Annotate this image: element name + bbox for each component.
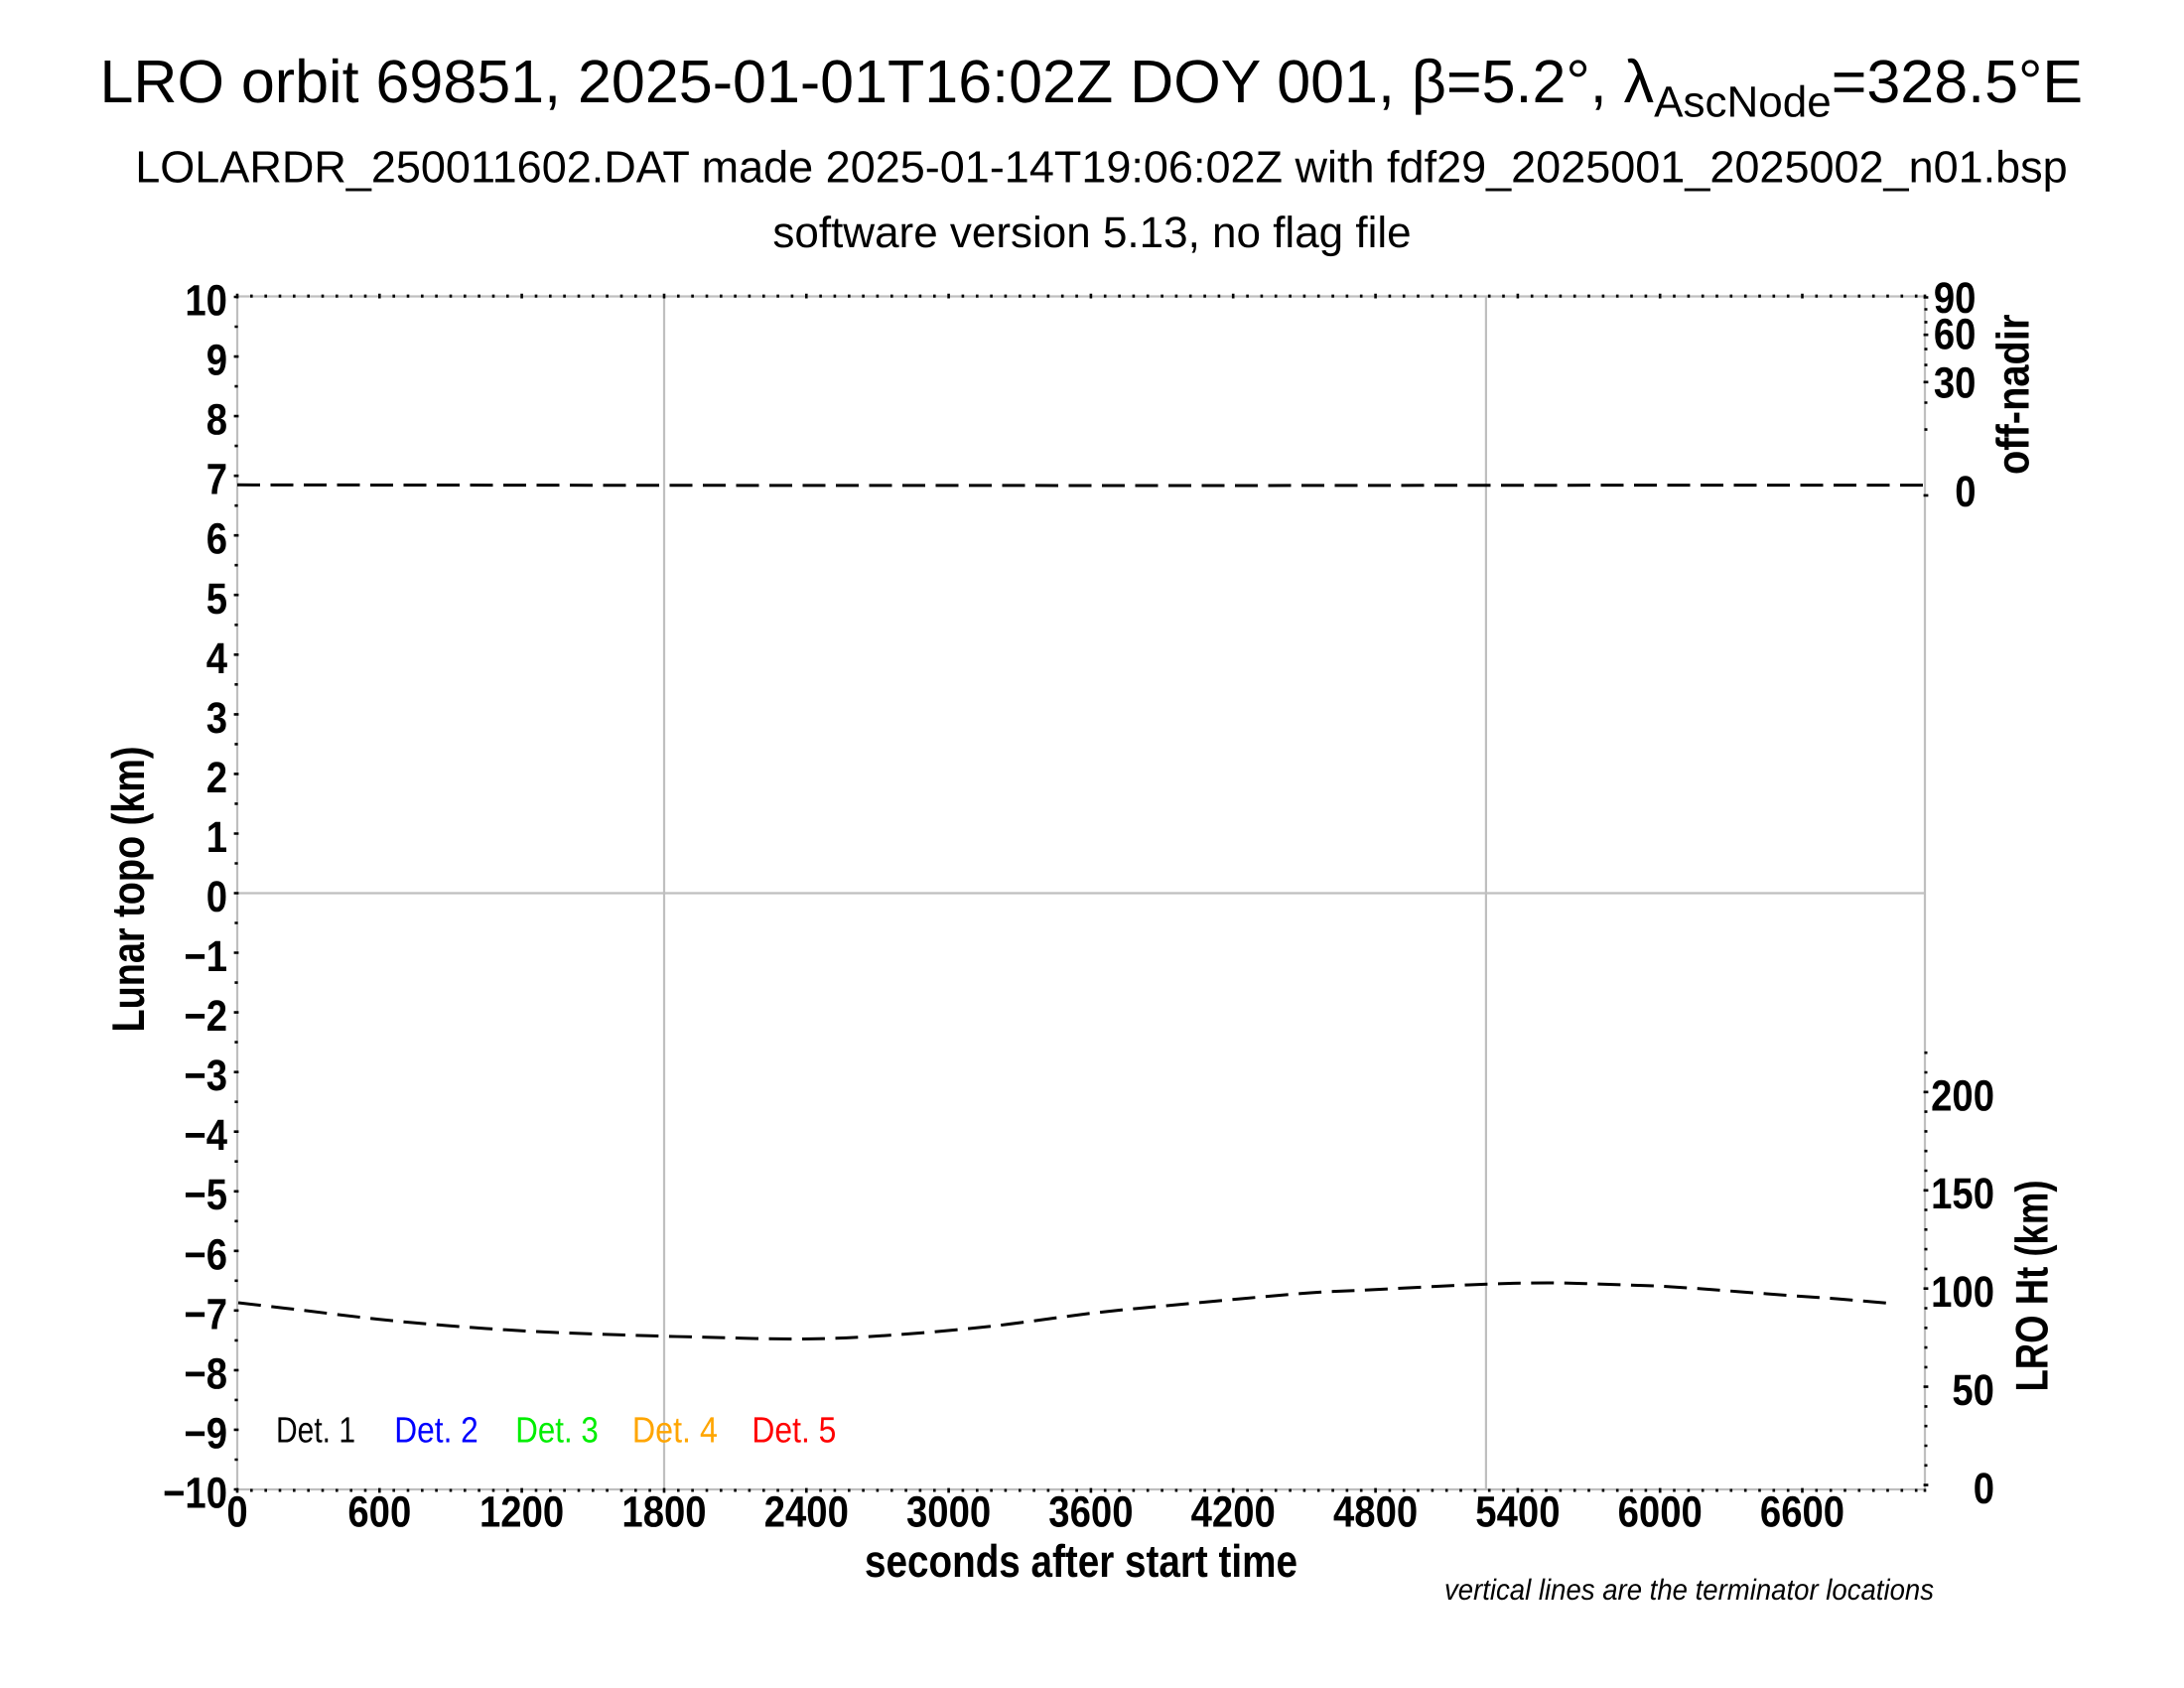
svg-text:1800: 1800 — [621, 1488, 706, 1537]
svg-text:−2: −2 — [184, 992, 227, 1041]
svg-text:Det. 1: Det. 1 — [276, 1410, 355, 1451]
svg-text:150: 150 — [1931, 1170, 1994, 1218]
svg-text:2400: 2400 — [764, 1488, 849, 1537]
svg-text:0: 0 — [226, 1488, 247, 1537]
svg-text:−4: −4 — [184, 1111, 227, 1160]
svg-text:50: 50 — [1952, 1366, 1994, 1415]
svg-text:3000: 3000 — [906, 1488, 991, 1537]
svg-text:0: 0 — [206, 873, 227, 921]
svg-text:4: 4 — [206, 634, 228, 683]
svg-text:6000: 6000 — [1618, 1488, 1703, 1537]
svg-text:LOLARDR_250011602.DAT made 202: LOLARDR_250011602.DAT made 2025-01-14T19… — [135, 142, 2067, 193]
svg-text:1200: 1200 — [479, 1488, 564, 1537]
svg-text:−8: −8 — [184, 1349, 227, 1398]
svg-text:90: 90 — [1934, 274, 1977, 323]
svg-text:LRO orbit 69851, 2025-01-01T16: LRO orbit 69851, 2025-01-01T16:02Z DOY 0… — [100, 48, 2084, 127]
svg-text:3600: 3600 — [1048, 1488, 1133, 1537]
svg-text:−7: −7 — [184, 1290, 227, 1338]
svg-text:−3: −3 — [184, 1052, 227, 1100]
svg-text:2: 2 — [206, 754, 227, 802]
svg-text:Det. 2: Det. 2 — [394, 1410, 478, 1451]
svg-text:6: 6 — [206, 515, 227, 564]
svg-text:0: 0 — [1974, 1465, 1994, 1513]
svg-text:Det. 5: Det. 5 — [751, 1410, 836, 1451]
svg-text:−6: −6 — [184, 1230, 227, 1279]
svg-text:−9: −9 — [184, 1409, 227, 1458]
svg-text:3: 3 — [206, 694, 227, 743]
svg-text:600: 600 — [347, 1488, 411, 1537]
svg-text:−10: −10 — [163, 1470, 227, 1518]
svg-text:LRO Ht (km): LRO Ht (km) — [2006, 1181, 2058, 1392]
svg-text:off-nadir: off-nadir — [1986, 314, 2038, 475]
svg-text:5: 5 — [206, 575, 227, 624]
svg-text:9: 9 — [206, 337, 227, 385]
svg-text:software version 5.13, no flag: software version 5.13, no flag file — [772, 209, 1411, 257]
svg-text:4200: 4200 — [1191, 1488, 1276, 1537]
svg-text:30: 30 — [1934, 359, 1977, 408]
svg-text:10: 10 — [185, 277, 227, 326]
svg-text:6600: 6600 — [1760, 1488, 1844, 1537]
svg-text:200: 200 — [1931, 1071, 1994, 1120]
svg-text:vertical lines are the termina: vertical lines are the terminator locati… — [1444, 1574, 1934, 1607]
svg-text:seconds after start time: seconds after start time — [865, 1535, 1297, 1587]
svg-text:100: 100 — [1931, 1268, 1994, 1317]
svg-text:Lunar topo (km): Lunar topo (km) — [102, 747, 154, 1033]
svg-text:Det. 4: Det. 4 — [632, 1410, 718, 1451]
svg-text:4800: 4800 — [1333, 1488, 1418, 1537]
svg-text:1: 1 — [206, 813, 227, 862]
svg-text:7: 7 — [206, 456, 227, 504]
svg-text:−1: −1 — [184, 932, 227, 981]
svg-text:5400: 5400 — [1475, 1488, 1560, 1537]
svg-text:8: 8 — [206, 396, 227, 445]
svg-text:−5: −5 — [184, 1171, 227, 1219]
svg-text:Det. 3: Det. 3 — [515, 1410, 599, 1451]
svg-text:60: 60 — [1934, 311, 1977, 359]
svg-text:0: 0 — [1955, 468, 1976, 516]
